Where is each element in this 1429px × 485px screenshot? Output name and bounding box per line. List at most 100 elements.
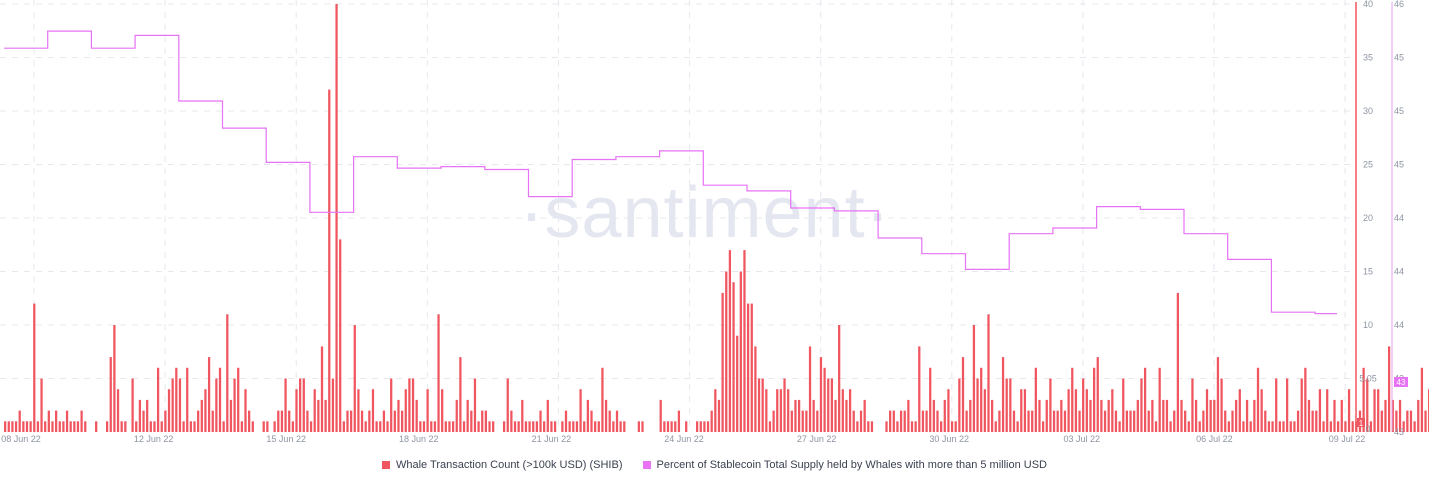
- bar: [441, 389, 444, 432]
- bar: [1089, 399, 1092, 432]
- bar: [1242, 421, 1245, 432]
- bar: [73, 421, 76, 432]
- bar: [1260, 389, 1263, 432]
- bar: [149, 421, 152, 432]
- bar: [980, 367, 983, 432]
- bar: [517, 421, 520, 432]
- bar: [204, 389, 207, 432]
- left-tick-label: 5.05: [1359, 374, 1377, 384]
- bar: [972, 325, 976, 432]
- bar: [1191, 378, 1194, 432]
- bar: [164, 410, 167, 432]
- bar: [397, 399, 400, 432]
- bar: [1264, 410, 1267, 432]
- bar: [306, 410, 309, 432]
- bar: [339, 239, 342, 432]
- bar: [885, 421, 888, 432]
- bar: [1133, 410, 1136, 432]
- bar: [539, 410, 542, 432]
- right-tick-label: 45: [1394, 53, 1404, 63]
- bar: [1256, 367, 1260, 432]
- bar: [484, 410, 488, 432]
- bar: [783, 378, 786, 432]
- bar: [266, 421, 269, 432]
- left-tick-label: 40: [1363, 0, 1373, 9]
- bar: [932, 399, 935, 432]
- bar: [33, 303, 36, 432]
- bar: [1224, 410, 1227, 432]
- x-tick-label: 30 Jun 22: [929, 434, 969, 444]
- bar: [186, 367, 189, 432]
- bar: [568, 421, 571, 432]
- bar: [492, 421, 495, 432]
- bar: [1406, 410, 1409, 432]
- bar: [841, 389, 844, 432]
- bar: [353, 325, 356, 432]
- left-value-badge: 1: [1357, 418, 1365, 428]
- bar: [437, 314, 440, 432]
- bar: [950, 421, 954, 432]
- bar: [175, 367, 178, 432]
- bar: [736, 335, 739, 432]
- bar: [1143, 367, 1147, 432]
- bar: [914, 421, 917, 432]
- bar: [859, 410, 863, 432]
- bar: [608, 410, 611, 432]
- bar: [1307, 399, 1311, 432]
- bar: [848, 389, 852, 432]
- bar: [1009, 378, 1012, 432]
- bar: [677, 410, 681, 432]
- bar: [451, 421, 455, 432]
- bar: [422, 421, 426, 432]
- bar: [564, 410, 568, 432]
- bar: [721, 292, 724, 432]
- bar: [590, 410, 593, 432]
- bar: [641, 421, 644, 432]
- bar: [386, 421, 389, 432]
- bar: [1424, 410, 1427, 432]
- bar: [1056, 410, 1059, 432]
- bar: [1267, 421, 1271, 432]
- bar: [215, 378, 218, 432]
- bar: [415, 399, 418, 432]
- right-tick-label: 43: [1394, 427, 1404, 437]
- bar: [1012, 410, 1016, 432]
- bar-series-whale-transactions: [4, 4, 1429, 432]
- bar: [768, 421, 772, 432]
- bar: [404, 389, 407, 432]
- bar: [105, 421, 109, 432]
- bar: [299, 378, 302, 432]
- bar: [961, 357, 965, 432]
- x-tick-label: 27 Jun 22: [797, 434, 837, 444]
- bar: [776, 389, 779, 432]
- bar: [313, 389, 316, 432]
- bar: [226, 314, 229, 432]
- bar: [666, 421, 670, 432]
- bar: [1398, 399, 1402, 432]
- legend-item-whale-transactions[interactable]: Whale Transaction Count (>100k USD) (SHI…: [381, 459, 623, 471]
- bar: [779, 389, 783, 432]
- bar: [1340, 399, 1343, 432]
- bar: [969, 399, 972, 432]
- bar: [1278, 421, 1281, 432]
- bar: [1311, 410, 1314, 432]
- bar: [510, 410, 513, 432]
- x-tick-label: 21 Jun 22: [532, 434, 572, 444]
- legend-item-stablecoin-percent[interactable]: Percent of Stablecoin Total Supply held …: [642, 459, 1047, 471]
- bar: [433, 421, 437, 432]
- bar: [22, 421, 25, 432]
- x-tick-label: 08 Jun 22: [1, 434, 41, 444]
- bar: [1384, 399, 1387, 432]
- bar: [1318, 389, 1322, 432]
- bar: [1180, 399, 1183, 432]
- right-tick-label: 44: [1394, 320, 1404, 330]
- bar: [604, 399, 608, 432]
- bar: [1253, 399, 1256, 432]
- bar: [1100, 399, 1103, 432]
- bar: [732, 282, 735, 432]
- bar: [994, 421, 997, 432]
- bar: [918, 346, 921, 432]
- bar: [940, 421, 943, 432]
- legend-swatch-line: [642, 461, 651, 469]
- bar: [1173, 410, 1176, 432]
